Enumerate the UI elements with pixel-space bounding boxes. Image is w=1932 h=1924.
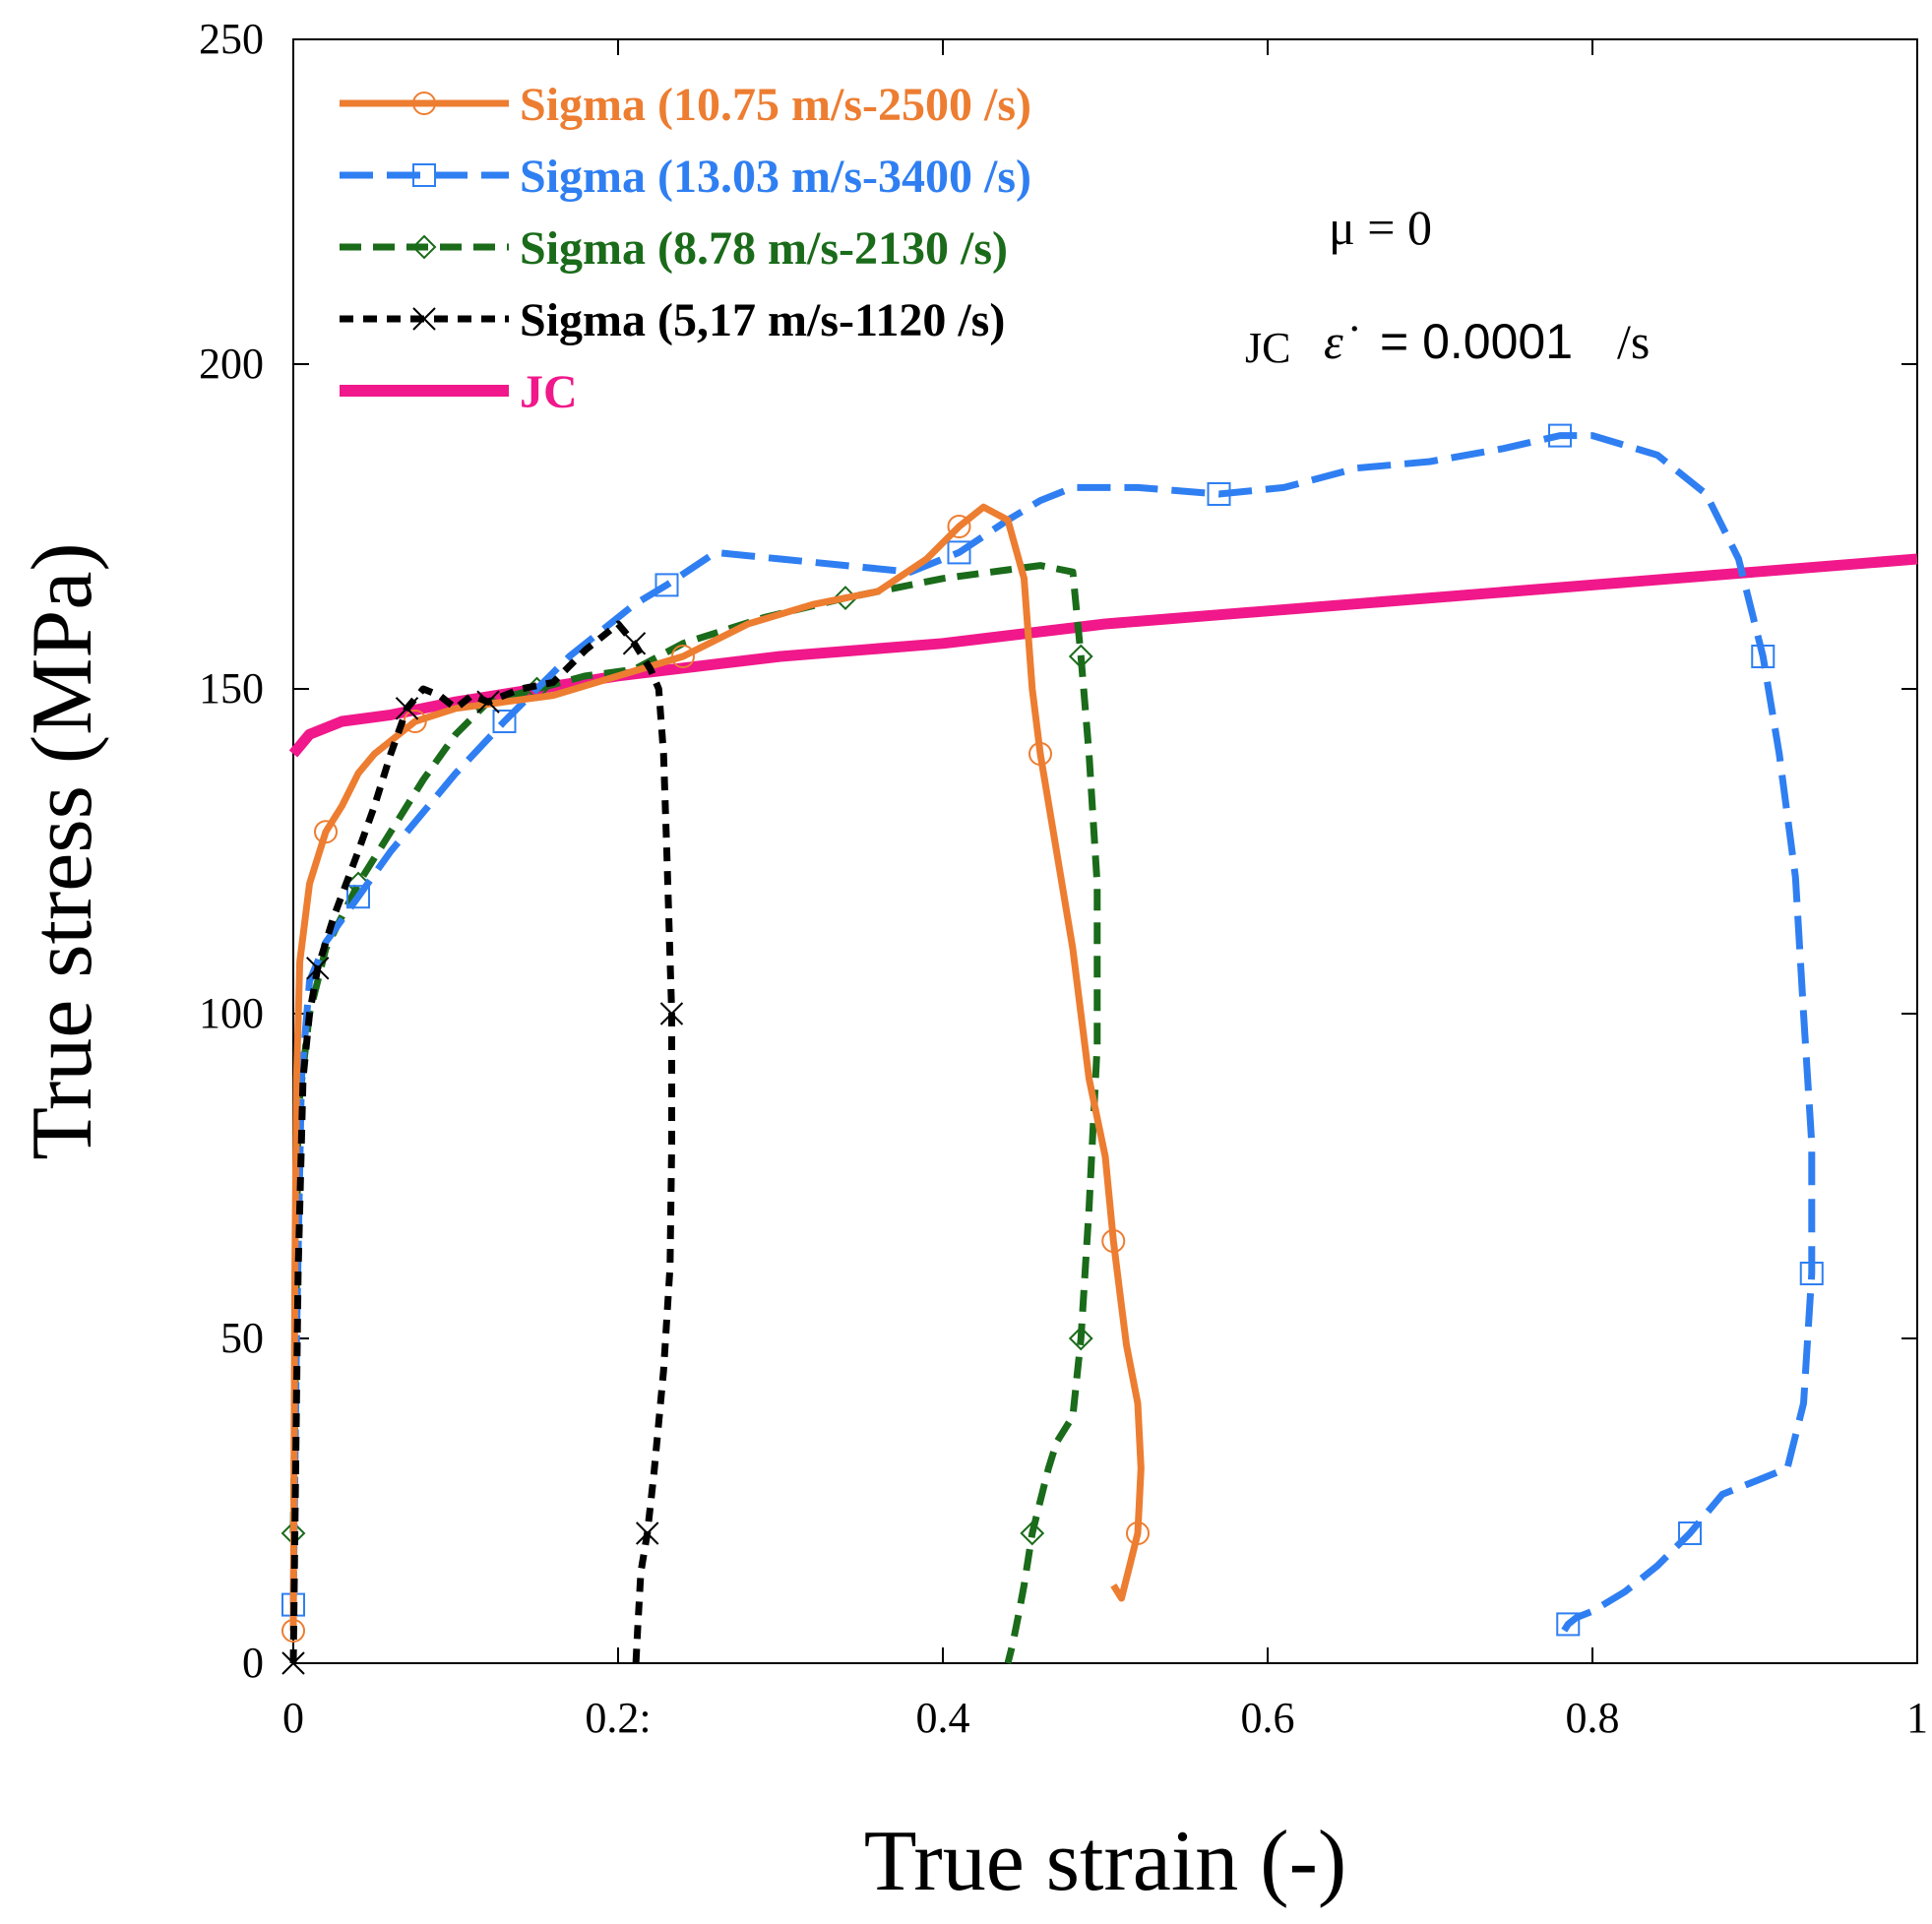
- x-tick-label: 0.8: [1566, 1694, 1620, 1742]
- jc-rate-unit: /s: [1617, 314, 1650, 369]
- series-3: [281, 620, 684, 1675]
- y-tick-label: 0: [242, 1639, 264, 1687]
- x-axis-title: True strain (-): [864, 1814, 1346, 1909]
- series-marker: [411, 234, 437, 260]
- series-marker: [281, 1651, 305, 1675]
- jc-prefix: JC: [1245, 324, 1290, 372]
- series-marker: [1068, 644, 1093, 669]
- x-tick-label: 0.4: [916, 1694, 970, 1742]
- series-layer: [280, 423, 1918, 1675]
- y-tick-label: 50: [220, 1314, 264, 1362]
- series-marker: [659, 1002, 684, 1025]
- legend-label: Sigma (5,17 m/s-1120 /s): [520, 294, 1005, 346]
- tick-labels: 0 0.2: 0.4 0.6 0.8 1 0 50 100 150 200 250: [199, 15, 1928, 1742]
- series-marker: [492, 710, 517, 733]
- y-tick-label: 100: [199, 989, 264, 1037]
- x-tick-label: 1: [1906, 1694, 1928, 1742]
- y-tick-label: 150: [199, 664, 264, 713]
- legend: Sigma (10.75 m/s-2500 /s) Sigma (13.03 m/…: [340, 79, 1031, 418]
- legend-label: Sigma (10.75 m/s-2500 /s): [520, 79, 1031, 131]
- x-tick-label: 0.6: [1241, 1694, 1295, 1742]
- series-marker: [1548, 423, 1572, 448]
- legend-entry: Sigma (5,17 m/s-1120 /s): [340, 294, 1005, 346]
- series-line: [288, 553, 1918, 758]
- plot-area: [292, 38, 1918, 1664]
- series-marker: [476, 690, 500, 714]
- series-marker: [1126, 1521, 1150, 1545]
- legend-entry: Sigma (10.75 m/s-2500 /s): [340, 79, 1031, 131]
- series-marker: [1101, 1229, 1126, 1253]
- series-marker: [947, 540, 971, 565]
- y-tick-label: 250: [199, 15, 264, 63]
- series-marker: [1556, 1612, 1581, 1637]
- series-marker: [1207, 482, 1231, 506]
- y-tick-label: 200: [199, 340, 264, 388]
- series-marker: [622, 632, 647, 655]
- series-marker: [654, 573, 679, 597]
- series-marker: [1751, 645, 1776, 668]
- series-1: [281, 423, 1824, 1640]
- legend-entry: Sigma (8.78 m/s-2130 /s): [340, 222, 1008, 275]
- series-marker: [1028, 742, 1052, 766]
- series-marker: [306, 957, 330, 980]
- legend-label: Sigma (8.78 m/s-2130 /s): [520, 222, 1008, 275]
- series-4: [288, 553, 1918, 758]
- series-line: [289, 432, 1816, 1640]
- legend-label: Sigma (13.03 m/s-3400 /s): [520, 151, 1031, 203]
- mu-annotation: μ = 0: [1329, 200, 1432, 255]
- series-marker: [1020, 1521, 1045, 1546]
- x-tick-label: 0: [282, 1694, 304, 1742]
- series-marker: [1678, 1521, 1702, 1545]
- series-marker: [395, 697, 419, 720]
- series-marker: [671, 645, 695, 668]
- series-line: [289, 503, 1145, 1632]
- y-axis-title: True stress (MPa): [15, 542, 110, 1159]
- series-marker: [635, 1521, 659, 1545]
- jc-rate-value: = 0.0001: [1380, 314, 1573, 369]
- series-marker: [412, 307, 436, 331]
- series-marker: [412, 92, 436, 115]
- legend-entry: Sigma (13.03 m/s-3400 /s): [340, 151, 1031, 203]
- x-tick-label: 0.2:: [585, 1694, 651, 1742]
- series-marker: [314, 820, 338, 844]
- series-marker: [1799, 1262, 1824, 1285]
- axis-ticks: [292, 38, 1918, 1664]
- series-marker: [947, 515, 971, 538]
- series-marker: [346, 885, 370, 909]
- jc-rate-annotation: JC ε̇ = 0.0001 /s: [1245, 314, 1650, 372]
- series-marker: [1068, 1326, 1093, 1351]
- series-marker: [281, 1619, 305, 1643]
- series-marker: [412, 163, 436, 187]
- series-line: [289, 562, 1101, 1664]
- legend-entry: JC: [340, 366, 578, 418]
- legend-label: JC: [520, 366, 578, 418]
